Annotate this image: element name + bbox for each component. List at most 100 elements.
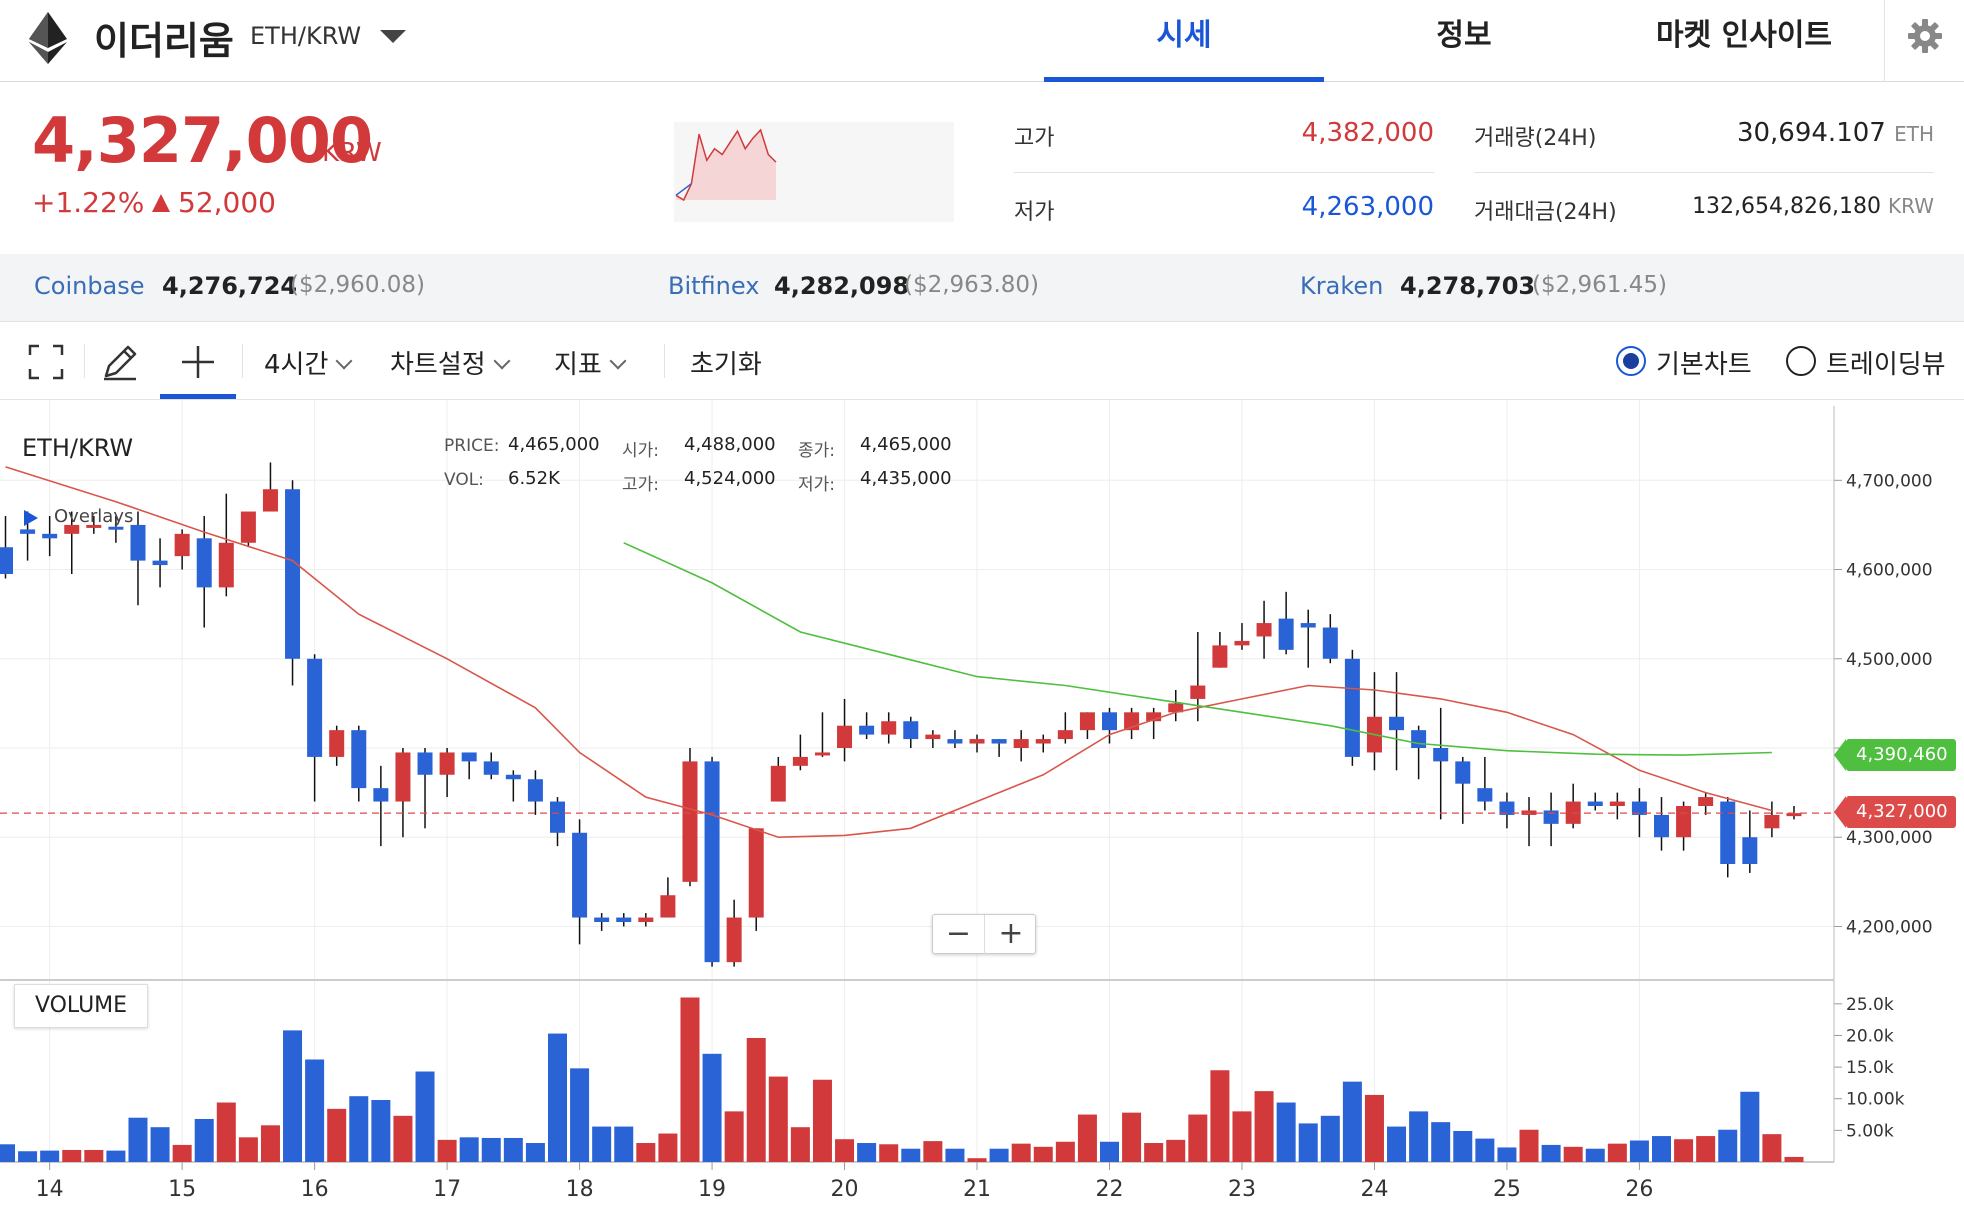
volume-bar xyxy=(0,1144,15,1162)
chevron-down-icon xyxy=(493,352,511,370)
interval-select[interactable]: 4시간 xyxy=(264,344,353,381)
ohlc-close: 4,465,000 xyxy=(860,434,952,455)
candle-body xyxy=(1190,685,1206,699)
overlays-toggle[interactable]: Overlays xyxy=(54,506,134,527)
zoom-control: − + xyxy=(932,914,1036,955)
basic-chart-label[interactable]: 기본차트 xyxy=(1656,350,1752,380)
tab-info[interactable]: 정보 xyxy=(1436,18,1492,53)
exchange-name-kraken[interactable]: Kraken xyxy=(1300,272,1384,300)
chart-settings-menu[interactable]: 차트설정 xyxy=(390,344,511,381)
exchange-price-bitfinex: 4,282,098 xyxy=(774,272,910,300)
x-tick-label: 14 xyxy=(36,1177,64,1202)
volume-tick-label: 15.0k xyxy=(1846,1058,1894,1078)
candle-body xyxy=(572,832,588,918)
candle-body xyxy=(1035,739,1051,744)
candle-body xyxy=(42,533,58,539)
x-tick-label: 16 xyxy=(301,1177,329,1202)
tradingview-label[interactable]: 트레이딩뷰 xyxy=(1826,350,1946,380)
y-tick-label: 4,300,000 xyxy=(1846,828,1933,848)
candle-body xyxy=(439,752,455,775)
candle-body xyxy=(1344,658,1360,757)
volume-bar xyxy=(1740,1091,1760,1162)
divider xyxy=(1014,172,1434,173)
volume-bar xyxy=(1055,1141,1075,1162)
volume-bar xyxy=(327,1108,347,1162)
play-triangle-icon[interactable] xyxy=(24,510,38,526)
volume-bar xyxy=(1166,1139,1186,1162)
candle-body xyxy=(1631,801,1647,815)
candle-body xyxy=(1389,716,1405,731)
basic-chart-radio[interactable] xyxy=(1616,346,1646,376)
reset-button[interactable]: 초기화 xyxy=(690,350,762,380)
volume-bar xyxy=(216,1102,236,1162)
candle-body xyxy=(174,533,190,557)
volume-bar xyxy=(1629,1140,1649,1162)
volume-bar xyxy=(172,1144,192,1162)
volume-bar xyxy=(128,1117,148,1162)
exchange-name-coinbase[interactable]: Coinbase xyxy=(34,272,145,300)
volume-bar xyxy=(1144,1143,1164,1162)
ohlc-vol: 6.52K xyxy=(508,468,560,489)
tradingview-radio[interactable] xyxy=(1786,346,1816,376)
candle-body xyxy=(1742,837,1758,864)
volume-bar xyxy=(84,1149,104,1162)
volume-bar xyxy=(437,1139,457,1162)
candle-body xyxy=(748,828,764,918)
zoom-in-button[interactable]: + xyxy=(998,916,1024,951)
volume-bar xyxy=(1276,1102,1296,1162)
volume-bar xyxy=(857,1143,877,1162)
volume-pane-label: VOLUME xyxy=(14,984,148,1028)
candle-body xyxy=(1256,623,1272,637)
fullscreen-icon[interactable] xyxy=(26,342,66,382)
volume-bar xyxy=(1409,1111,1429,1162)
chart-canvas[interactable]: 4,200,0004,300,0004,400,0004,500,0004,60… xyxy=(0,400,1964,1214)
tab-market-insight[interactable]: 마켓 인사이트 xyxy=(1655,18,1833,53)
volume-bar xyxy=(1519,1129,1539,1162)
x-tick-label: 25 xyxy=(1493,1177,1521,1202)
candle-body xyxy=(1455,761,1471,784)
caret-down-icon[interactable] xyxy=(380,30,406,43)
volume-tick-label: 10.00k xyxy=(1846,1090,1905,1110)
sparkline-start-segment xyxy=(675,183,692,196)
pencil-icon[interactable] xyxy=(100,342,140,382)
candle-body xyxy=(550,801,565,833)
tab-price[interactable]: 시세 xyxy=(1044,0,1324,82)
volume-bar xyxy=(945,1148,965,1162)
candle-body xyxy=(417,752,433,775)
candle-body xyxy=(329,730,345,757)
ohlc-low-key: 저가: xyxy=(798,475,836,495)
volume-bar xyxy=(1254,1091,1274,1162)
crosshair-icon[interactable] xyxy=(178,342,218,382)
x-tick-label: 20 xyxy=(831,1177,859,1202)
candle-body xyxy=(814,752,830,756)
candle-body xyxy=(351,730,367,789)
candlestick-chart[interactable]: 4,200,0004,300,0004,400,0004,500,0004,60… xyxy=(0,400,1964,1214)
exchange-name-bitfinex[interactable]: Bitfinex xyxy=(668,272,760,300)
candle-body xyxy=(1764,814,1780,829)
candle-body xyxy=(218,542,234,588)
candle-body xyxy=(1786,813,1802,817)
ma-value-tag: 4,390,460 xyxy=(1834,739,1956,771)
exchange-usd-kraken: ($2,961.45) xyxy=(1532,272,1668,298)
volume-bar xyxy=(18,1151,38,1162)
ethereum-logo xyxy=(29,12,67,64)
sparkline-area xyxy=(676,130,776,200)
candle-body xyxy=(1411,730,1427,748)
settings-button[interactable] xyxy=(1884,0,1964,82)
high-value: 4,382,000 xyxy=(1301,118,1434,148)
indicators-menu[interactable]: 지표 xyxy=(554,344,627,381)
price-change-amount: 52,000 xyxy=(178,186,276,219)
volume-bar xyxy=(790,1127,810,1162)
volume-bar xyxy=(724,1111,744,1162)
candle-body xyxy=(1102,712,1117,731)
chart-pair-label: ETH/KRW xyxy=(22,434,134,462)
volume-bar xyxy=(548,1033,567,1162)
volume-bar xyxy=(393,1115,413,1162)
volume-bar xyxy=(1453,1130,1473,1162)
candle-body xyxy=(1676,806,1692,838)
zoom-out-button[interactable]: − xyxy=(933,915,985,955)
ohlc-close-key: 종가: xyxy=(798,441,836,461)
chart-toolbar: 4시간 차트설정 지표 초기화 기본차트 트레이딩뷰 xyxy=(0,322,1964,400)
price-change-percent: +1.22% xyxy=(32,186,145,219)
volume-bar xyxy=(1387,1126,1407,1162)
